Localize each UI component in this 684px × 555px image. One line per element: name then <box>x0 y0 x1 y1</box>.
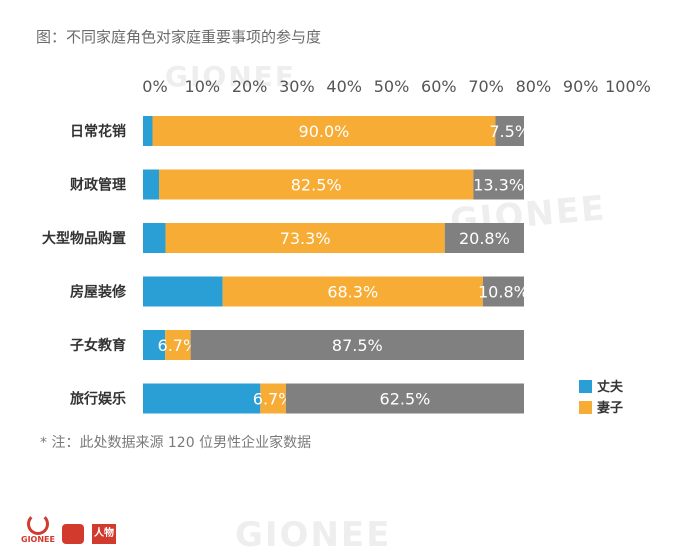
watermark-text: GIONEE <box>165 60 296 93</box>
chart-footnote: * 注：此处数据来源 120 位男性企业家数据 <box>40 435 312 451</box>
bar-segment <box>222 276 483 307</box>
bar-segment <box>143 383 261 414</box>
renwu-logo: 人物 <box>92 524 116 544</box>
category-label: 房屋装修 <box>70 284 127 301</box>
x-tick-label: 90% <box>563 77 599 96</box>
bar-segment <box>143 116 153 146</box>
category-label: 大型物品购置 <box>42 230 126 247</box>
gionee-logo-text: GIONEE <box>21 535 55 544</box>
data-label: 13.3% <box>473 176 524 195</box>
x-tick-label: 40% <box>326 77 362 96</box>
bar-segment <box>495 116 524 146</box>
category-label: 子女教育 <box>70 337 126 354</box>
bar-segment <box>165 330 191 360</box>
bar-segment <box>143 276 223 307</box>
legend-label: 妻子 <box>597 400 623 416</box>
data-label: 73.3% <box>280 229 331 248</box>
data-label: 6.7% <box>158 336 199 355</box>
category-label: 财政管理 <box>69 177 126 194</box>
bar-segment <box>444 223 524 253</box>
x-tick-label: 30% <box>279 77 315 96</box>
bar-segment <box>143 223 166 253</box>
bar-segment <box>143 169 160 200</box>
data-label: 10.8% <box>478 283 529 302</box>
bar-segment <box>165 223 445 253</box>
data-label: 6.7% <box>253 390 294 409</box>
x-tick-label: 50% <box>374 77 410 96</box>
legend-label: 丈夫 <box>597 379 624 395</box>
chart-title: 图：不同家庭角色对家庭重要事项的参与度 <box>36 28 322 46</box>
watermark-text: GIONEE <box>235 515 392 555</box>
data-label: 62.5% <box>380 390 431 409</box>
data-label: 87.5% <box>332 336 383 355</box>
gionee-logo: GIONEE <box>20 513 56 544</box>
bar-segment <box>190 330 524 360</box>
legend-swatch <box>579 380 592 393</box>
data-label: 82.5% <box>291 176 342 195</box>
x-tick-label: 100% <box>605 77 651 96</box>
data-label: 68.3% <box>327 283 378 302</box>
bar-segment <box>473 169 524 200</box>
renwu-logo-text: 人物 <box>94 528 114 539</box>
x-tick-label: 70% <box>468 77 504 96</box>
bar-segment <box>159 169 474 200</box>
x-tick-label: 10% <box>185 77 221 96</box>
data-label: 90.0% <box>299 122 350 141</box>
gionee-logo-icon <box>27 513 49 535</box>
bar-segment <box>285 383 524 414</box>
category-label: 日常花销 <box>70 123 126 140</box>
x-tick-label: 60% <box>421 77 457 96</box>
bar-segment <box>152 116 496 146</box>
x-tick-label: 80% <box>516 77 552 96</box>
data-label: 20.8% <box>459 229 510 248</box>
x-tick-label: 20% <box>232 77 268 96</box>
x-tick-label: 0% <box>142 77 167 96</box>
data-label: 7.5% <box>489 122 530 141</box>
partner-logo <box>62 524 84 544</box>
legend-swatch <box>579 401 592 414</box>
bar-segment <box>482 276 524 307</box>
bar-segment <box>260 383 286 414</box>
category-label: 旅行娱乐 <box>70 391 126 408</box>
bar-segment <box>143 330 166 360</box>
